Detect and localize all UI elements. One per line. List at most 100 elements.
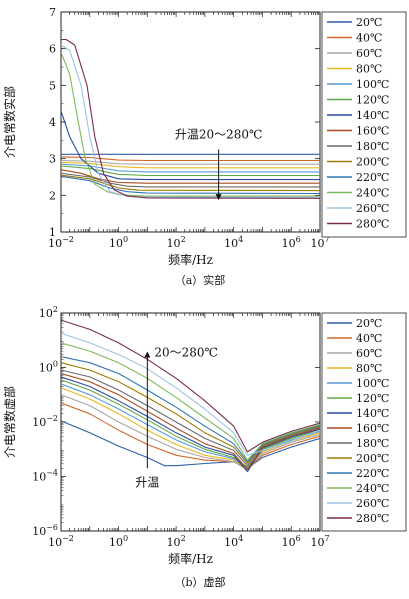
plot-frame — [60, 11, 321, 233]
series-line-220℃ — [61, 356, 320, 463]
series-line-260℃ — [61, 332, 320, 456]
series-line-100℃ — [61, 163, 320, 173]
legend-entry: 80℃ — [356, 63, 382, 76]
y-tick-label: 4 — [49, 116, 56, 129]
x-tick-label: 100 — [109, 235, 128, 250]
y-tick-label: 10−4 — [32, 469, 58, 484]
series-line-60℃ — [61, 394, 320, 469]
series-lines — [61, 319, 320, 473]
series-line-220℃ — [61, 175, 320, 195]
annotation-text-bottom: 升温 — [135, 475, 159, 489]
x-tick-label: 106 — [282, 235, 301, 250]
legend-entry: 240℃ — [356, 482, 389, 495]
legend-entry: 40℃ — [356, 32, 382, 45]
y-tick-label: 102 — [39, 305, 58, 320]
series-line-80℃ — [61, 161, 320, 169]
series-line-120℃ — [61, 165, 320, 177]
annotation: 20～280℃ 升温 — [135, 345, 218, 489]
annotation: 升温20～280℃ — [175, 127, 263, 201]
series-line-140℃ — [61, 110, 320, 181]
y-axis: 10−6 10−4 10−2 100 102 — [32, 305, 320, 538]
chart-imaginary-part: 10−2 100 102 104 106 107 10−6 10−4 10−2 100 102 频率/… — [2, 305, 407, 589]
series-line-280℃ — [61, 319, 320, 453]
series-line-200℃ — [61, 174, 320, 192]
y-axis-label: 介电常数实部 — [2, 86, 17, 158]
legend-entry: 180℃ — [356, 140, 389, 153]
series-line-180℃ — [61, 369, 320, 467]
series-line-120℃ — [61, 379, 320, 468]
series-line-240℃ — [61, 342, 320, 461]
series-line-80℃ — [61, 387, 320, 469]
x-axis-label: 频率/Hz — [168, 252, 213, 267]
legend-entry: 260℃ — [356, 202, 389, 215]
x-tick-label: 107 — [310, 534, 329, 549]
y-tick-label: 2 — [49, 189, 56, 202]
y-tick-label: 3 — [49, 153, 56, 166]
x-tick-label: 102 — [167, 235, 186, 250]
y-axis: 1 2 3 4 5 6 7 — [49, 6, 320, 239]
legend-entry: 40℃ — [356, 332, 382, 345]
chart-real-part: 10−2 100 102 104 106 107 1 2 3 4 5 6 7 频率/Hz 介电常数实部 （a）… — [2, 6, 407, 287]
x-tick-label: 100 — [109, 534, 128, 549]
x-axis: 10−2 100 102 104 106 107 — [48, 313, 330, 549]
legend-entry: 200℃ — [356, 156, 389, 169]
y-tick-label: 10−6 — [32, 523, 58, 538]
legend-entry: 60℃ — [356, 347, 382, 360]
legend: 20℃ 40℃ 60℃ 80℃ 100℃ 120℃ 140℃ 160℃ 180℃ 200℃ 220℃… — [321, 312, 407, 532]
series-line-260℃ — [61, 44, 320, 198]
legend-entry: 20℃ — [356, 317, 382, 330]
series-line-280℃ — [61, 38, 320, 199]
series-line-240℃ — [61, 52, 320, 197]
legend: 20℃ 40℃ 60℃ 80℃ 100℃ 120℃ 140℃ 160℃ 180℃ 200℃ 220℃… — [321, 11, 407, 238]
figure-caption: （b）虚部 — [174, 575, 225, 589]
x-tick-label: 10−2 — [48, 235, 74, 250]
x-axis: 10−2 100 102 104 106 107 — [48, 12, 330, 250]
series-line-20℃ — [61, 420, 320, 469]
y-tick-label: 1 — [49, 226, 56, 239]
legend-entry: 140℃ — [356, 109, 389, 122]
x-tick-label: 107 — [310, 235, 329, 250]
annotation-text: 升温20～280℃ — [175, 127, 263, 141]
series-lines — [61, 38, 320, 199]
legend-entry: 200℃ — [356, 452, 389, 465]
legend-box — [321, 312, 407, 532]
legend-box — [321, 11, 407, 238]
legend-entry: 160℃ — [356, 422, 389, 435]
legend-entry: 240℃ — [356, 187, 389, 200]
legend-entry: 60℃ — [356, 47, 382, 60]
series-line-180℃ — [61, 172, 320, 188]
y-tick-label: 5 — [49, 79, 56, 92]
x-tick-label: 106 — [282, 534, 301, 549]
legend-entry: 280℃ — [356, 512, 389, 525]
y-tick-label: 6 — [49, 43, 56, 56]
legend-entry: 280℃ — [356, 218, 389, 231]
x-axis-label: 频率/Hz — [168, 551, 213, 566]
series-line-160℃ — [61, 372, 320, 471]
y-tick-label: 10−2 — [32, 414, 58, 429]
annotation-text-top: 20～280℃ — [154, 345, 218, 359]
legend-entry: 80℃ — [356, 362, 382, 375]
series-line-100℃ — [61, 383, 320, 469]
legend-entry: 100℃ — [356, 78, 389, 91]
series-line-200℃ — [61, 362, 320, 465]
legend-entry: 20℃ — [356, 16, 382, 29]
x-tick-label: 10−2 — [48, 534, 74, 549]
legend-entry: 140℃ — [356, 407, 389, 420]
legend-entry: 220℃ — [356, 171, 389, 184]
y-tick-label: 7 — [49, 6, 56, 19]
y-tick-label: 100 — [39, 360, 58, 375]
legend-entry: 180℃ — [356, 437, 389, 450]
series-line-60℃ — [61, 159, 320, 165]
series-line-40℃ — [61, 402, 320, 471]
y-axis-label: 介电常数虚部 — [2, 386, 17, 458]
series-line-140℃ — [61, 376, 320, 473]
legend-entry: 120℃ — [356, 94, 389, 107]
x-tick-label: 102 — [167, 534, 186, 549]
x-tick-label: 104 — [224, 534, 243, 549]
legend-entry: 100℃ — [356, 377, 389, 390]
legend-entry: 160℃ — [356, 125, 389, 138]
legend-entry: 220℃ — [356, 467, 389, 480]
legend-entry: 120℃ — [356, 392, 389, 405]
legend-entry: 260℃ — [356, 497, 389, 510]
